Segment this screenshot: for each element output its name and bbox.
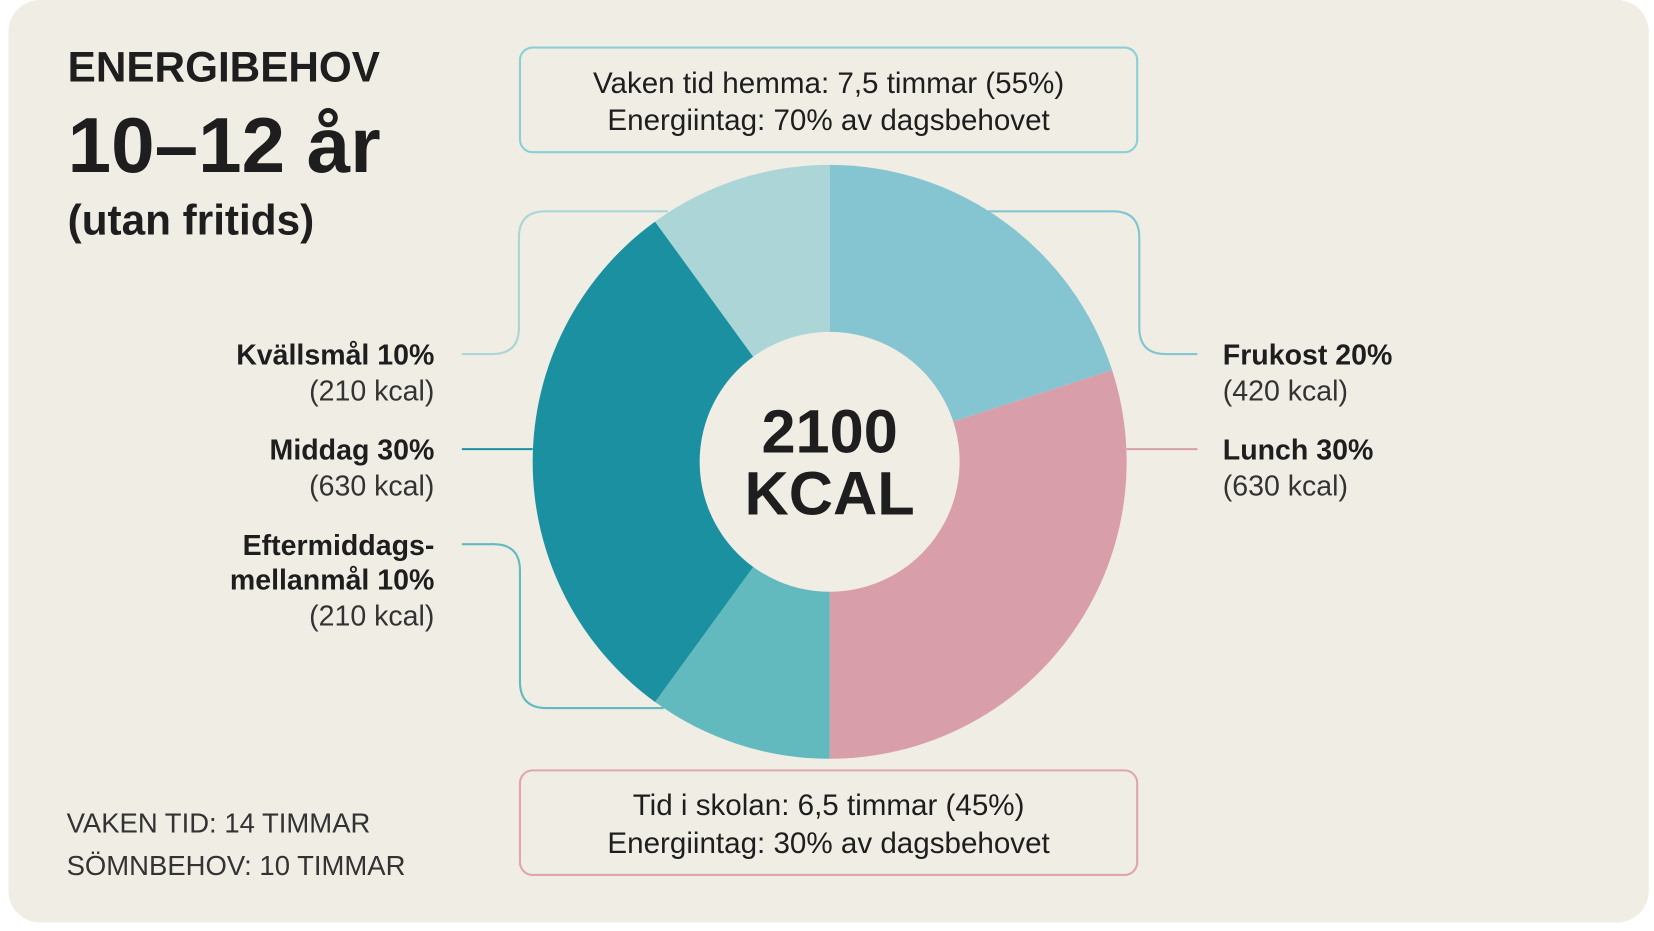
age-heading: 10–12 år [68,101,381,189]
label-kvallsmal: Kvällsmål 10% [236,340,434,372]
donut-hole [699,331,960,592]
connector-kvallsmal [461,210,668,356]
title: ENERGIBEHOV [68,43,380,90]
connector-frukost [988,210,1198,356]
label-eftermiddag-1: Eftermiddags- [243,530,435,562]
detail-kvallsmal: (210 kcal) [309,376,434,408]
footer-sleep: SÖMNBEHOV: 10 TIMMAR [67,850,406,881]
school-box-line2: Energiintag: 30% av dagsbehovet [607,827,1049,860]
home-box-line2: Energiintag: 70% av dagsbehovet [607,104,1049,137]
label-frukost: Frukost 20% [1223,340,1393,372]
label-lunch: Lunch 30% [1223,435,1374,467]
footer-awake: VAKEN TID: 14 TIMMAR [67,808,371,839]
total-value: 2100 [761,397,897,465]
connector-eftermiddag [461,543,664,710]
detail-lunch: (630 kcal) [1223,471,1348,503]
note: (utan fritids) [68,197,315,244]
detail-middag: (630 kcal) [309,471,434,503]
school-box [518,769,1139,877]
total-unit: KCAL [745,460,915,528]
home-box-line1: Vaken tid hemma: 7,5 timmar (55%) [593,67,1064,100]
donut-slice-3 [532,221,830,703]
detail-frukost: (420 kcal) [1223,376,1348,408]
home-box [518,46,1139,154]
label-middag: Middag 30% [270,435,435,467]
school-box-line1: Tid i skolan: 6,5 timmar (45%) [633,789,1025,822]
detail-eftermiddag: (210 kcal) [309,601,434,633]
label-eftermiddag-2: mellanmål 10% [230,565,434,597]
